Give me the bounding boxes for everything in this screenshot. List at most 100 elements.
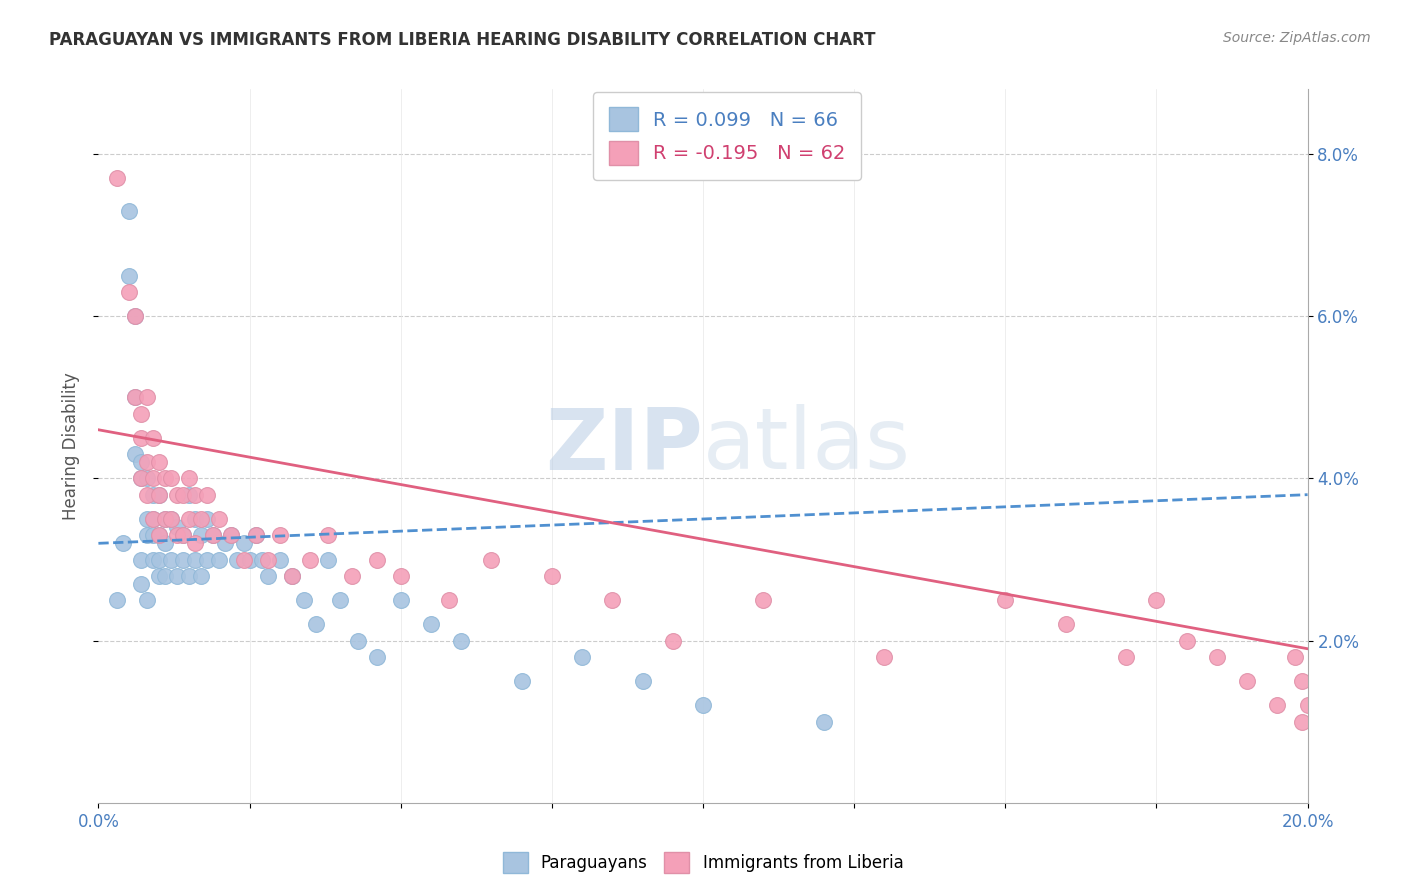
Point (1291, 674, 1313, 689)
Point (342, 568, 364, 582)
Point (305, 617, 328, 632)
Legend: Paraguayans, Immigrants from Liberia: Paraguayans, Immigrants from Liberia (496, 846, 910, 880)
Point (135, 488, 157, 502)
Point (1206, 649, 1229, 664)
Point (195, 552, 218, 566)
Point (195, 512, 218, 526)
Point (179, 488, 201, 502)
Text: Source: ZipAtlas.com: Source: ZipAtlas.com (1223, 31, 1371, 45)
Point (221, 528, 243, 542)
Point (166, 520, 188, 534)
Point (195, 488, 218, 502)
Point (631, 674, 654, 689)
Point (135, 390, 157, 404)
Point (166, 568, 188, 582)
Point (148, 488, 170, 502)
Point (389, 593, 412, 607)
Point (232, 552, 254, 566)
Point (129, 431, 152, 445)
Point (813, 714, 835, 729)
Point (135, 593, 157, 607)
Point (172, 528, 194, 542)
Point (105, 171, 128, 186)
Point (602, 593, 624, 607)
Point (299, 552, 322, 566)
Point (172, 552, 194, 566)
Point (202, 528, 225, 542)
Point (450, 633, 472, 648)
Point (1115, 649, 1137, 664)
Point (389, 568, 412, 582)
Point (232, 536, 254, 550)
Point (226, 552, 249, 566)
Point (179, 512, 201, 526)
Point (135, 471, 157, 485)
Point (124, 390, 146, 404)
Point (692, 698, 714, 713)
Point (994, 593, 1017, 607)
Point (135, 512, 157, 526)
Point (1175, 633, 1198, 648)
Point (129, 407, 152, 421)
Point (160, 471, 183, 485)
Point (160, 552, 183, 566)
Point (510, 674, 533, 689)
Point (179, 471, 201, 485)
Point (221, 528, 243, 542)
Text: atlas: atlas (703, 404, 911, 488)
Point (245, 528, 267, 542)
Point (135, 528, 157, 542)
Point (129, 552, 152, 566)
Point (105, 593, 128, 607)
Point (160, 512, 183, 526)
Point (269, 552, 291, 566)
Point (281, 568, 304, 582)
Point (184, 512, 207, 526)
Point (316, 528, 339, 542)
Point (129, 471, 152, 485)
Point (269, 528, 291, 542)
Point (142, 552, 165, 566)
Point (172, 488, 194, 502)
Point (540, 568, 562, 582)
Point (160, 512, 183, 526)
Point (437, 593, 460, 607)
Point (153, 471, 176, 485)
Point (148, 552, 170, 566)
Point (329, 593, 352, 607)
Point (366, 552, 388, 566)
Point (124, 390, 146, 404)
Point (148, 488, 170, 502)
Point (148, 528, 170, 542)
Y-axis label: Hearing Disability: Hearing Disability (62, 372, 80, 520)
Point (1296, 698, 1319, 713)
Point (190, 512, 212, 526)
Point (142, 512, 165, 526)
Point (118, 203, 141, 218)
Point (245, 528, 267, 542)
Point (571, 649, 593, 664)
Point (179, 568, 201, 582)
Point (239, 552, 262, 566)
Point (202, 528, 225, 542)
Point (142, 471, 165, 485)
Point (129, 471, 152, 485)
Point (142, 512, 165, 526)
Legend: R = 0.099   N = 66, R = -0.195   N = 62: R = 0.099 N = 66, R = -0.195 N = 62 (593, 92, 862, 180)
Point (124, 310, 146, 324)
Point (1284, 649, 1306, 664)
Point (166, 488, 188, 502)
Point (111, 536, 134, 550)
Point (153, 536, 176, 550)
Point (208, 512, 231, 526)
Point (184, 488, 207, 502)
Point (1144, 593, 1167, 607)
Point (752, 593, 775, 607)
Point (142, 431, 165, 445)
Point (316, 552, 339, 566)
Point (208, 552, 231, 566)
Point (153, 568, 176, 582)
Point (256, 568, 278, 582)
Point (214, 536, 236, 550)
Point (142, 528, 165, 542)
